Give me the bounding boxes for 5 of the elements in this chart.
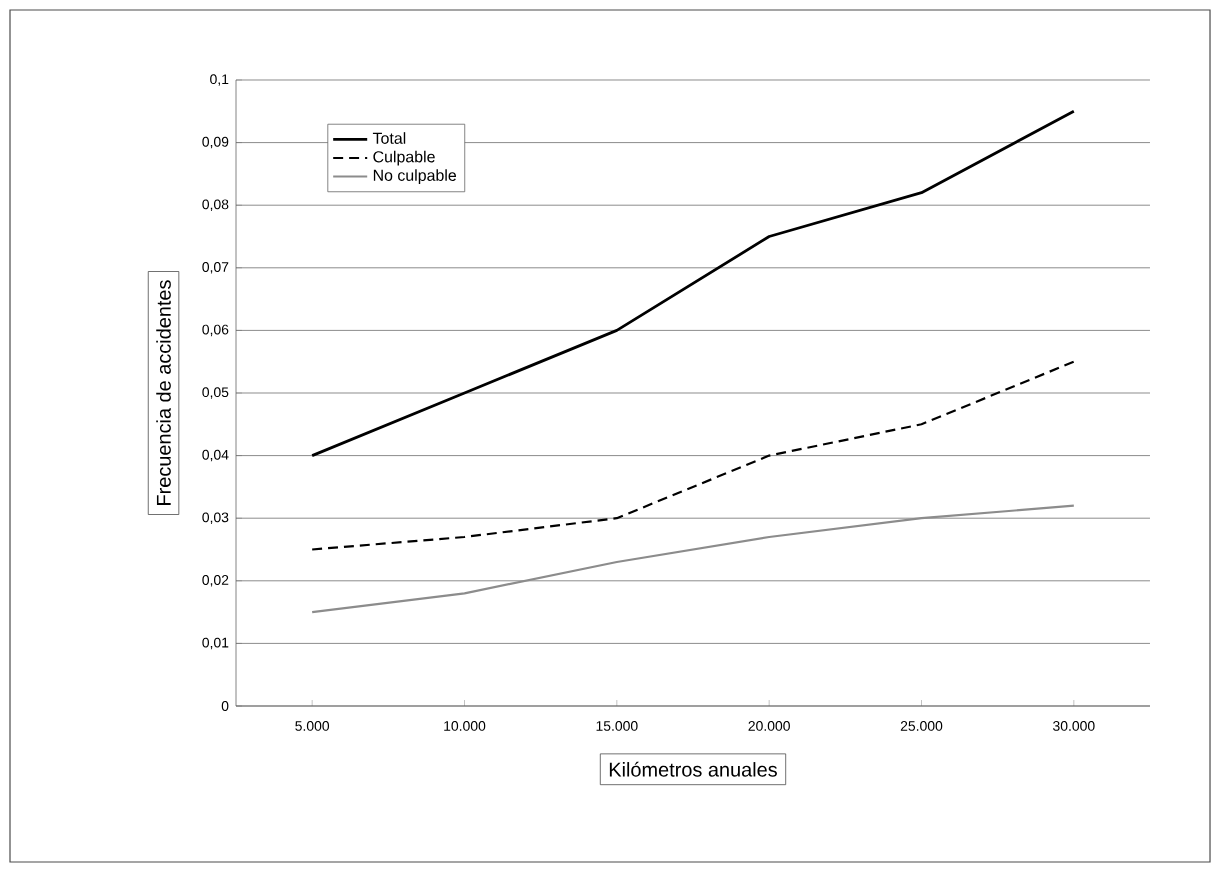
y-axis-title: Frecuencia de accidentes xyxy=(156,280,171,505)
line-series xyxy=(310,109,1076,457)
line-series xyxy=(311,504,1075,614)
line-series xyxy=(311,360,1075,551)
x-axis-title: Kilómetros anuales xyxy=(609,761,777,777)
